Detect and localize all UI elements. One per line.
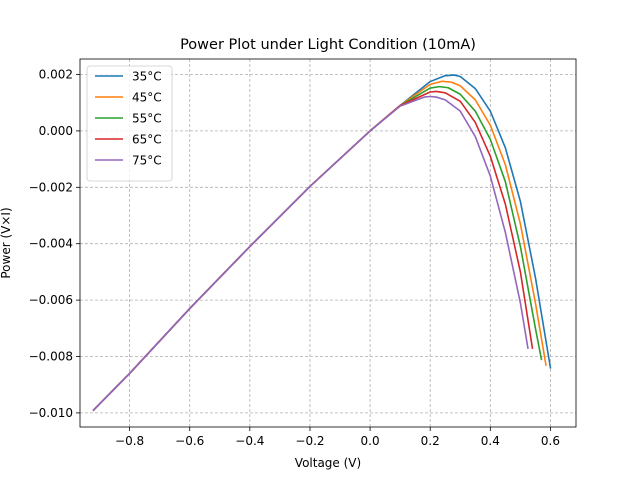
y-axis-label: Power (V×I) xyxy=(0,207,13,278)
legend-box xyxy=(86,65,173,182)
chart-title: Power Plot under Light Condition (10mA) xyxy=(180,37,476,53)
tick-layer: −0.8 −0.6 −0.4 −0.2 0.0 0.2 0.4 0.6 0.002 0.000 −0… xyxy=(29,68,560,448)
legend: 35°C 45°C 55°C 65°C 75°C xyxy=(86,65,173,182)
series-line-5 xyxy=(92,95,529,412)
legend-label: 45°C xyxy=(132,91,162,105)
y-tick-label: −0.008 xyxy=(29,350,73,364)
series-layer xyxy=(92,74,552,412)
legend-label: 35°C xyxy=(132,70,162,84)
legend-label: 65°C xyxy=(132,133,162,147)
x-tick-label: −0.6 xyxy=(175,434,204,448)
legend-label: 75°C xyxy=(132,154,162,168)
x-tick-label: 0.0 xyxy=(361,434,380,448)
x-tick-label: 0.2 xyxy=(421,434,440,448)
legend-label: 55°C xyxy=(132,112,162,126)
x-tick-label: −0.2 xyxy=(295,434,324,448)
x-tick-label: 0.6 xyxy=(541,434,560,448)
x-tick-label: −0.8 xyxy=(115,434,144,448)
y-tick-label: 0.000 xyxy=(39,124,73,138)
y-tick-label: −0.006 xyxy=(29,293,73,307)
y-tick-label: 0.002 xyxy=(39,68,73,82)
x-tick-label: 0.4 xyxy=(481,434,500,448)
y-tick-label: −0.002 xyxy=(29,180,73,194)
x-axis-label: Voltage (V) xyxy=(295,456,361,470)
x-tick-label: −0.4 xyxy=(235,434,264,448)
y-tick-label: −0.004 xyxy=(29,237,73,251)
y-tick-label: −0.010 xyxy=(29,406,73,420)
plot-frame xyxy=(79,58,577,428)
